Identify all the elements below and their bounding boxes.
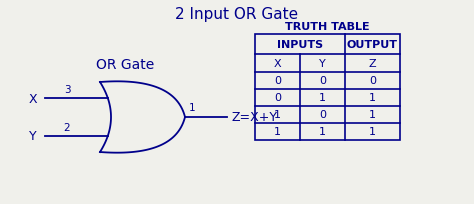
Text: TRUTH TABLE: TRUTH TABLE (285, 22, 370, 32)
Text: Z: Z (369, 59, 376, 69)
Text: OR Gate: OR Gate (96, 58, 155, 72)
Text: Z=X+Y: Z=X+Y (232, 111, 278, 124)
Text: OUTPUT: OUTPUT (347, 40, 398, 50)
Text: INPUTS: INPUTS (277, 40, 323, 50)
Text: 2: 2 (64, 122, 70, 132)
Text: 1: 1 (369, 93, 376, 103)
Text: 1: 1 (274, 127, 281, 137)
Text: 0: 0 (319, 76, 326, 86)
Text: 1: 1 (319, 127, 326, 137)
Text: X: X (28, 92, 37, 105)
Text: 3: 3 (64, 85, 70, 95)
Text: Y: Y (29, 130, 37, 143)
Text: Y: Y (319, 59, 326, 69)
Text: 1: 1 (369, 127, 376, 137)
Bar (255, 35, 400, 140)
Text: 0: 0 (369, 76, 376, 86)
Text: 1: 1 (189, 102, 196, 112)
Text: 2 Input OR Gate: 2 Input OR Gate (175, 7, 299, 21)
Text: 1: 1 (319, 93, 326, 103)
Text: 0: 0 (274, 76, 281, 86)
Text: 1: 1 (274, 110, 281, 120)
Text: X: X (273, 59, 281, 69)
Text: 0: 0 (274, 93, 281, 103)
Text: 0: 0 (319, 110, 326, 120)
Text: 1: 1 (369, 110, 376, 120)
